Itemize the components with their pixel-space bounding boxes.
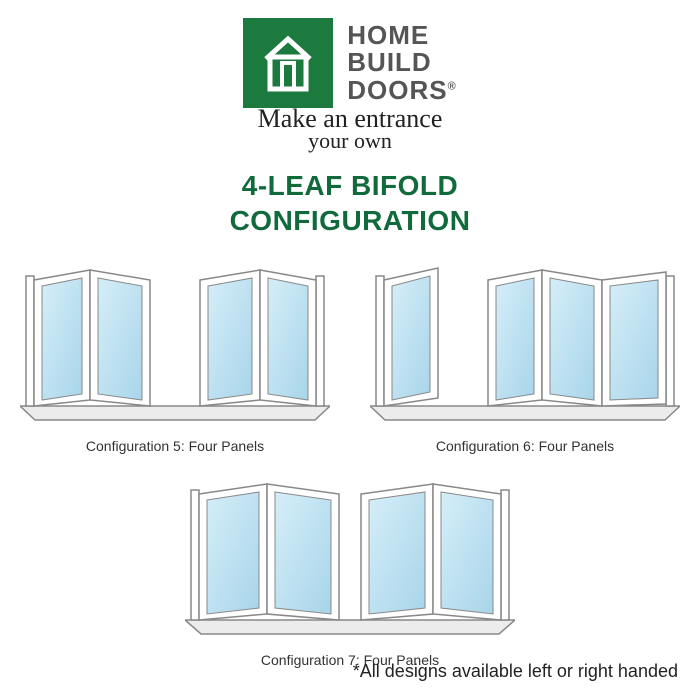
config-6-label: Configuration 6: Four Panels: [436, 438, 614, 454]
config-7: Configuration 7: Four Panels: [185, 472, 515, 668]
brand-line-2: BUILD: [347, 49, 456, 76]
footnote: *All designs available left or right han…: [353, 661, 678, 682]
brand-line-3: DOORS®: [347, 77, 456, 104]
config-5-label: Configuration 5: Four Panels: [86, 438, 264, 454]
config-6-diagram: [370, 258, 680, 428]
title-line-1: 4-LEAF BIFOLD: [0, 168, 700, 203]
house-door-icon: [258, 31, 318, 95]
config-5-diagram: [20, 258, 330, 428]
config-5: Configuration 5: Four Panels: [20, 258, 330, 454]
page-title: 4-LEAF BIFOLD CONFIGURATION: [0, 168, 700, 238]
title-line-2: CONFIGURATION: [0, 203, 700, 238]
config-6: Configuration 6: Four Panels: [370, 258, 680, 454]
header: HOME BUILD DOORS®: [0, 0, 700, 108]
tagline-line-2: your own: [0, 128, 700, 154]
brand-line-1: HOME: [347, 22, 456, 49]
config-row-top: Configuration 5: Four Panels Co: [0, 238, 700, 454]
config-row-bottom: Configuration 7: Four Panels: [0, 472, 700, 668]
brand-logo: [243, 18, 333, 108]
brand-text: HOME BUILD DOORS®: [347, 18, 456, 104]
config-7-diagram: [185, 472, 515, 642]
